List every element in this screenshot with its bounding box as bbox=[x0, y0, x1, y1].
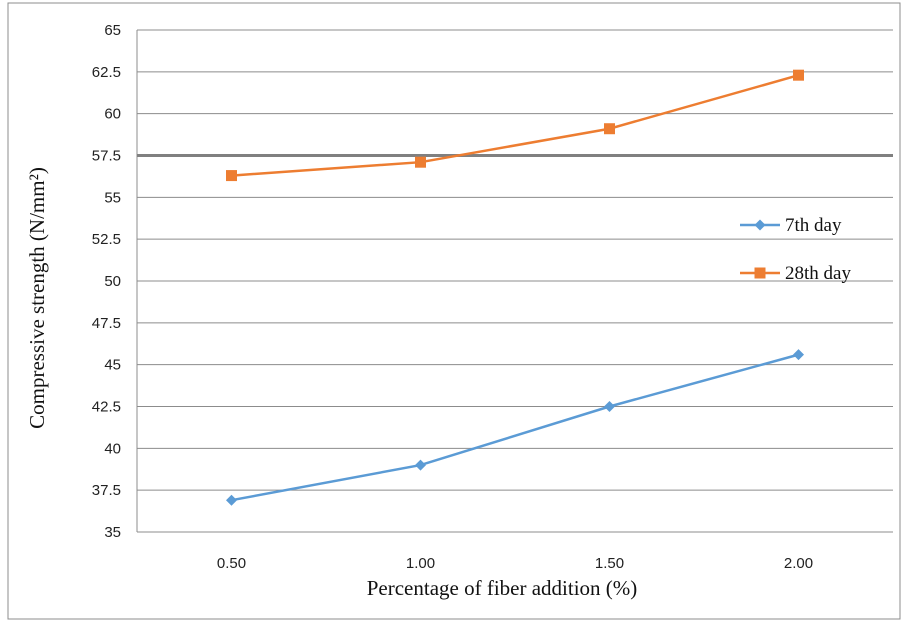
y-tick-label: 60 bbox=[104, 106, 121, 123]
series-group bbox=[226, 69, 804, 506]
x-axis-title: Percentage of fiber addition (%) bbox=[367, 576, 638, 600]
y-tick-label: 62.5 bbox=[92, 64, 121, 81]
legend-label: 28th day bbox=[785, 263, 851, 284]
x-tick-label: 1.50 bbox=[595, 555, 624, 572]
legend-marker bbox=[754, 267, 766, 279]
y-tick-label: 65 bbox=[104, 22, 121, 39]
axes bbox=[136, 30, 893, 533]
x-tick-label: 1.00 bbox=[406, 555, 435, 572]
y-tick-label: 35 bbox=[104, 524, 121, 541]
data-point bbox=[793, 69, 804, 81]
y-tick-label: 37.5 bbox=[92, 482, 121, 499]
data-point bbox=[415, 156, 426, 168]
data-point bbox=[793, 349, 804, 361]
y-tick-label: 52.5 bbox=[92, 231, 121, 248]
y-tick-label: 57.5 bbox=[92, 148, 121, 165]
y-tick-label: 40 bbox=[104, 440, 121, 457]
x-tick-label: 2.00 bbox=[784, 555, 813, 572]
series-line-1 bbox=[231, 353, 799, 502]
legend-label: 7th day bbox=[785, 215, 842, 236]
legend: 7th day 28th day bbox=[740, 215, 851, 284]
data-point bbox=[226, 494, 237, 506]
y-tick-label: 42.5 bbox=[92, 399, 121, 416]
y-tick-label: 47.5 bbox=[92, 315, 121, 332]
series-line-2 bbox=[231, 73, 799, 177]
y-tick-label: 50 bbox=[104, 273, 121, 290]
data-point bbox=[604, 401, 615, 412]
data-point bbox=[604, 123, 615, 135]
x-tick-label: 0.50 bbox=[217, 555, 246, 572]
legend-marker bbox=[754, 219, 766, 231]
chart-border bbox=[7, 2, 901, 620]
y-tick-labels: 65 62.5 60 57.5 55 52.5 50 47.5 45 42.5 40 37.5 35 bbox=[92, 22, 121, 541]
data-point bbox=[226, 170, 237, 182]
y-tick-label: 45 bbox=[104, 357, 121, 374]
x-tick-labels: 0.50 1.00 1.50 2.00 bbox=[217, 555, 813, 572]
y-tick-label: 55 bbox=[104, 189, 121, 206]
data-point bbox=[415, 459, 426, 471]
y-axis-title: Compressive strength (N/mm²) bbox=[25, 167, 49, 429]
